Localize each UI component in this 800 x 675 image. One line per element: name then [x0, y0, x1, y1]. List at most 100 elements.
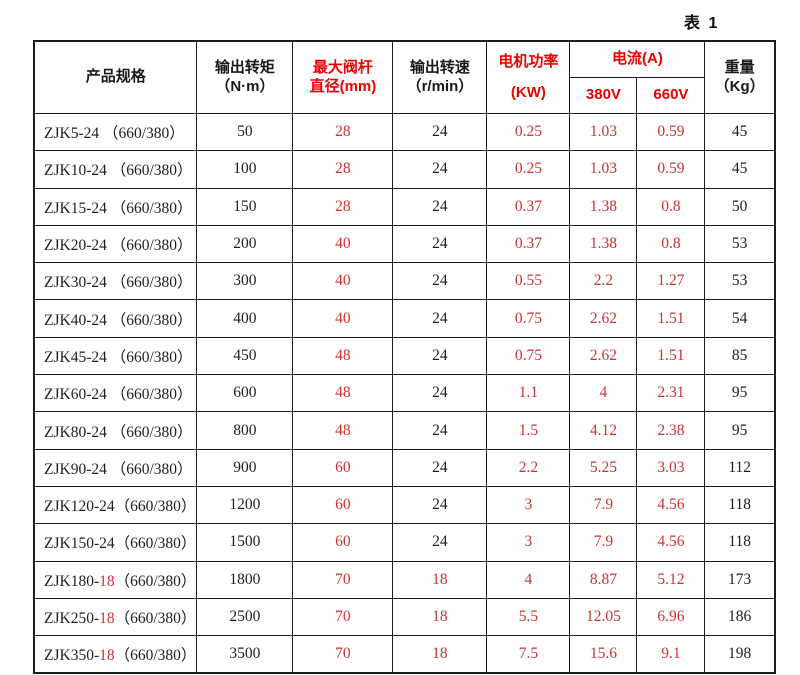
cell-speed: 24	[392, 374, 488, 413]
cell-torque: 200	[196, 224, 294, 264]
cell-a380: 1.38	[569, 224, 638, 264]
cell-a660: 1.51	[636, 336, 706, 376]
cell-speed: 24	[392, 448, 488, 487]
cell-model: ZJK20-24 （660/380）	[33, 224, 198, 264]
cell-model: ZJK15-24 （660/380）	[33, 187, 198, 226]
cell-power: 0.75	[486, 299, 571, 338]
header-product-label: 产品规格	[85, 68, 146, 86]
cell-model: ZJK180-18（660/380）	[33, 560, 198, 599]
cell-weight: 118	[704, 523, 776, 562]
cell-weight: 45	[704, 150, 776, 189]
header-torque-line2: （N·m）	[215, 77, 275, 95]
cell-speed: 24	[392, 112, 488, 152]
cell-torque: 1500	[196, 523, 294, 562]
cell-power: 0.25	[486, 150, 571, 189]
cell-model: ZJK30-24 （660/380）	[33, 262, 198, 301]
cell-model: ZJK10-24 （660/380）	[33, 150, 198, 189]
cell-weight: 186	[704, 597, 776, 637]
cell-a380: 7.9	[569, 485, 638, 525]
table-row: ZJK350-18（660/380） 3500 70 18 7.5 15.6 9.1 198	[33, 635, 776, 674]
cell-torque: 100	[196, 150, 294, 189]
cell-weight: 173	[704, 560, 776, 599]
cell-power: 4	[486, 560, 571, 599]
header-weight-line1: 重量	[724, 58, 755, 76]
table-row: ZJK30-24 （660/380） 300 40 24 0.55 2.2 1.27 53	[33, 262, 776, 301]
model-prefix: ZJK180-	[44, 572, 100, 590]
cell-weight: 95	[704, 411, 776, 450]
header-speed: 输出转速 （r/min）	[392, 40, 488, 114]
cell-power: 5.5	[486, 597, 571, 637]
cell-a660: 2.38	[636, 411, 706, 450]
cell-model: ZJK40-24 （660/380）	[33, 299, 198, 338]
cell-a660: 0.59	[636, 150, 706, 189]
cell-stem: 40	[292, 299, 394, 338]
header-stem-line1: 最大阀杆	[312, 58, 373, 76]
header-current: 电流(A)	[569, 40, 706, 78]
cell-torque: 600	[196, 374, 294, 413]
header-speed-line1: 输出转速	[409, 58, 470, 76]
model-prefix: ZJK250-	[44, 610, 100, 627]
cell-a380: 8.87	[569, 560, 638, 599]
table-row: ZJK180-18（660/380） 1800 70 18 4 8.87 5.12 173	[33, 560, 776, 599]
cell-a380: 7.9	[569, 523, 638, 562]
header-torque: 输出转矩 （N·m）	[196, 40, 294, 114]
cell-torque: 50	[196, 112, 294, 152]
cell-model: ZJK350-18（660/380）	[33, 635, 198, 674]
cell-a660: 4.56	[636, 523, 706, 562]
cell-speed: 24	[392, 523, 488, 562]
cell-torque: 2500	[196, 597, 294, 637]
cell-model: ZJK120-24（660/380）	[33, 485, 198, 525]
header-power-line1: 电机功率	[498, 52, 559, 70]
cell-speed: 24	[392, 187, 488, 226]
cell-speed: 24	[392, 224, 488, 264]
header-stem-line2: 直径(mm)	[309, 77, 377, 95]
header-380v: 380V	[569, 77, 638, 114]
cell-model: ZJK5-24 （660/380）	[33, 112, 198, 152]
cell-model: ZJK45-24 （660/380）	[33, 336, 198, 376]
cell-stem: 48	[292, 411, 394, 450]
cell-stem: 70	[292, 597, 394, 637]
model-speed-code: 18	[99, 610, 115, 627]
model-voltage: （660/380）	[114, 610, 197, 627]
cell-a660: 2.31	[636, 374, 706, 413]
cell-speed: 24	[392, 150, 488, 189]
cell-weight: 112	[704, 448, 776, 487]
cell-a380: 5.25	[569, 448, 638, 487]
cell-stem: 48	[292, 336, 394, 376]
cell-speed: 24	[392, 299, 488, 338]
cell-power: 0.55	[486, 262, 571, 301]
table-caption: 表 1	[684, 15, 720, 32]
table-row: ZJK150-24（660/380） 1500 60 24 3 7.9 4.56 118	[33, 523, 776, 562]
table-row: ZJK5-24 （660/380） 50 28 24 0.25 1.03 0.59 45	[33, 112, 776, 152]
cell-weight: 53	[704, 262, 776, 301]
table-row: ZJK250-18（660/380） 2500 70 18 5.5 12.05 6.96 18…	[33, 597, 776, 637]
table-row: ZJK40-24 （660/380） 400 40 24 0.75 2.62 1.51 54	[33, 299, 776, 338]
spec-table: 产品规格 输出转矩 （N·m） 最大阀杆 直径(mm) 输出转速 （r/min）…	[33, 40, 776, 675]
cell-model: ZJK80-24 （660/380）	[33, 411, 198, 450]
header-weight: 重量 （Kg）	[704, 40, 776, 114]
cell-torque: 800	[196, 411, 294, 450]
header-row-top: 产品规格 输出转矩 （N·m） 最大阀杆 直径(mm) 输出转速 （r/min）…	[33, 40, 776, 114]
model-voltage: （660/380）	[114, 647, 197, 665]
cell-speed: 18	[392, 597, 488, 637]
cell-a660: 0.8	[636, 187, 706, 226]
model-speed-code: 18	[99, 572, 115, 590]
cell-stem: 40	[292, 262, 394, 301]
cell-speed: 18	[392, 635, 488, 674]
cell-power: 3	[486, 523, 571, 562]
cell-model: ZJK150-24（660/380）	[33, 523, 198, 562]
cell-a380: 2.62	[569, 299, 638, 338]
cell-a380: 1.03	[569, 112, 638, 152]
cell-speed: 24	[392, 262, 488, 301]
cell-a660: 5.12	[636, 560, 706, 599]
cell-weight: 118	[704, 485, 776, 525]
cell-stem: 60	[292, 448, 394, 487]
cell-weight: 50	[704, 187, 776, 226]
header-product: 产品规格	[33, 40, 198, 114]
cell-power: 2.2	[486, 448, 571, 487]
cell-a660: 0.59	[636, 112, 706, 152]
model-speed-code: 18	[99, 647, 115, 665]
cell-a660: 6.96	[636, 597, 706, 637]
cell-torque: 400	[196, 299, 294, 338]
cell-a380: 2.62	[569, 336, 638, 376]
